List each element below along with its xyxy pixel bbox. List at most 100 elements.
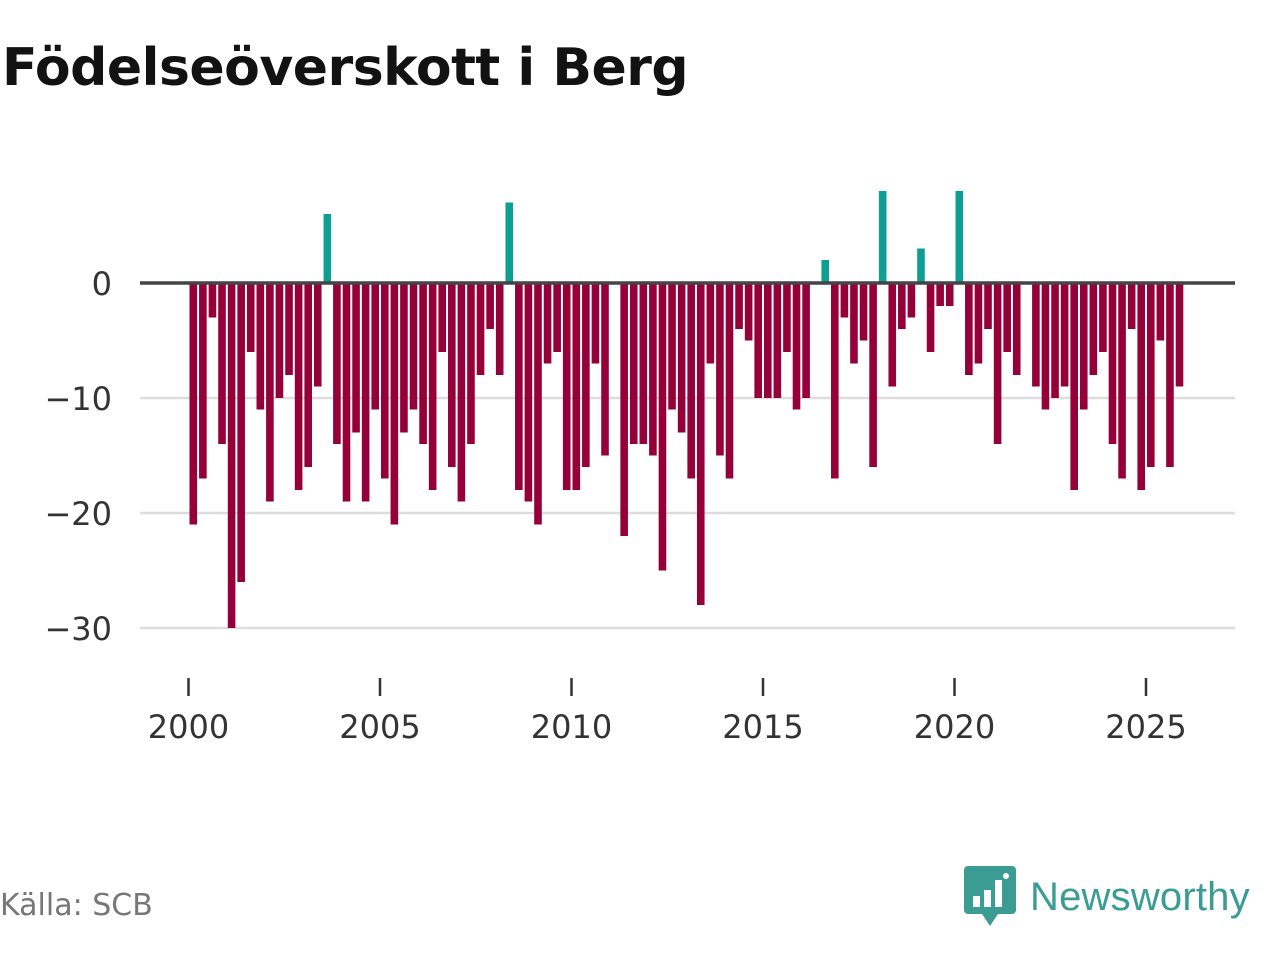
bar [400,283,408,433]
bar [1175,283,1184,387]
x-tick-label: 2010 [531,708,612,746]
brand-name: Newsworthy [1030,874,1250,919]
bar [409,283,418,410]
bar [802,283,810,398]
bar [333,283,341,444]
bar [237,283,245,582]
bar [1051,283,1059,398]
bar [993,283,1002,444]
bar [878,191,887,283]
bar [1156,283,1165,341]
bar [936,283,944,306]
bar [744,283,753,341]
bar [1137,283,1146,490]
bar [668,283,676,410]
bar [591,283,600,364]
bar [945,283,954,306]
bar [735,283,743,329]
bar [696,283,705,605]
bar [275,283,284,398]
bar [1089,283,1098,375]
y-tick-label: 0 [92,265,112,303]
bar [1060,283,1069,387]
bar [476,283,485,375]
bar [639,283,648,444]
bar [658,283,667,571]
bar [754,283,763,398]
bar [227,283,236,628]
bar [859,283,868,341]
bar [448,283,456,467]
bar [246,283,255,352]
brand[interactable]: Newsworthy [964,866,1250,928]
bar [601,283,609,456]
bar [553,283,561,352]
bar [1146,283,1155,467]
bar [716,283,724,456]
bar [342,283,351,502]
bar [869,283,877,467]
bar [974,283,983,364]
x-tick-label: 2000 [148,708,229,746]
bar [907,283,916,318]
bar [285,283,293,375]
x-tick-label: 2005 [339,708,420,746]
bar [199,283,207,479]
bar [926,283,935,352]
bar [486,283,494,329]
newsworthy-logo-icon [964,866,1016,926]
bar [1099,283,1107,352]
bar [266,283,274,502]
bar [783,283,791,352]
y-tick-label: −10 [44,380,112,418]
bar [773,283,782,398]
bar [505,202,514,283]
bar [438,283,447,352]
bar [428,283,437,490]
bar [562,283,571,490]
bar [323,214,332,283]
bar [649,283,657,456]
x-tick-label: 2025 [1105,708,1186,746]
bar [706,283,715,364]
bar [792,283,801,410]
bar [524,283,533,502]
bar [629,283,638,444]
source-note: Källa: SCB [0,888,153,923]
bar [1166,283,1174,467]
bar [572,283,581,490]
bar [361,283,370,502]
bar [419,283,427,444]
bar [304,283,312,467]
y-tick-label: −30 [44,610,112,648]
bar [888,283,897,387]
bar [1079,283,1088,410]
bar [189,283,198,525]
bar [495,283,504,375]
bar [1012,283,1021,375]
bar [390,283,399,525]
bar [955,191,964,283]
bar [294,283,303,490]
axis-layer: 0 −10 −20 −30 2000 2005 2010 2015 2020 2025 [44,265,1235,746]
bar [534,283,542,525]
bar [218,283,226,444]
x-tick-label: 2015 [722,708,803,746]
bar [620,283,628,536]
bar [965,283,973,375]
bar [1118,283,1126,479]
bar [763,283,772,398]
bar [850,283,858,364]
bar [380,283,389,479]
x-tick-label: 2020 [914,708,995,746]
bar [677,283,686,433]
bar [457,283,466,502]
chart-title: Födelseöverskott i Berg [2,38,689,98]
bar [313,283,322,387]
bar [582,283,590,467]
bar [725,283,734,479]
bar [687,283,695,479]
bar [898,283,906,329]
bar-layer [189,191,1184,628]
